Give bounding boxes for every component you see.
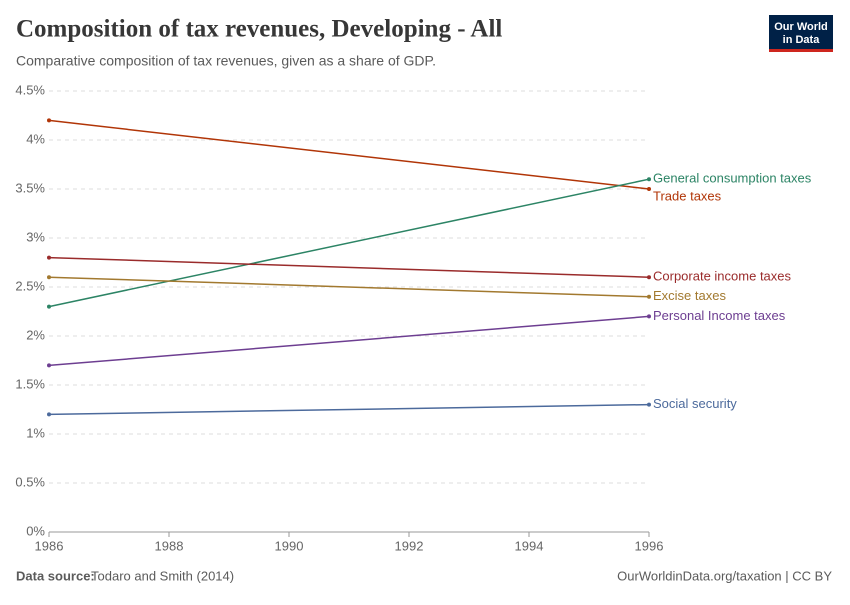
x-tick-label: 1994 — [515, 538, 544, 553]
data-point — [47, 275, 51, 280]
series-line — [48, 403, 650, 416]
legend-label: Social security — [653, 396, 737, 411]
chart-subtitle: Comparative composition of tax revenues,… — [16, 53, 436, 69]
y-tick-label: 1.5% — [15, 376, 45, 391]
legend-label: Trade taxes — [653, 189, 722, 204]
logo-text: Our World — [774, 21, 828, 33]
legend-label: Personal Income taxes — [653, 308, 786, 323]
y-tick-label: 2% — [26, 327, 45, 342]
data-point — [47, 412, 51, 417]
data-point — [647, 177, 651, 182]
y-tick-label: 4% — [26, 131, 45, 146]
series-line — [48, 276, 650, 298]
y-tick-label: 0% — [26, 523, 45, 538]
x-tick-label: 1988 — [155, 538, 184, 553]
y-tick-label: 3.5% — [15, 180, 45, 195]
y-tick-label: 2.5% — [15, 278, 45, 293]
series-line — [48, 256, 650, 278]
legend-label: Excise taxes — [653, 288, 726, 303]
data-point — [647, 402, 651, 407]
data-point — [47, 363, 51, 368]
data-point — [47, 304, 51, 309]
legend-label: General consumption taxes — [653, 171, 812, 186]
y-tick-label: 3% — [26, 229, 45, 244]
source-label: Data source: — [16, 568, 95, 583]
data-point — [647, 294, 651, 299]
chart-title: Composition of tax revenues, Developing … — [16, 16, 502, 43]
data-point — [647, 187, 651, 191]
data-point — [47, 118, 51, 123]
logo-text: in Data — [783, 34, 821, 46]
y-tick-label: 1% — [26, 425, 45, 440]
credit: OurWorldinData.org/taxation | CC BY — [617, 568, 832, 583]
y-tick-label: 0.5% — [15, 474, 45, 489]
x-tick-label: 1996 — [635, 538, 664, 553]
legend-label: Corporate income taxes — [653, 269, 792, 284]
x-tick-label: 1990 — [275, 538, 304, 553]
data-point — [47, 255, 51, 260]
series-line — [48, 119, 650, 190]
logo — [769, 15, 833, 51]
series-line — [48, 178, 650, 308]
logo-bar — [769, 49, 833, 52]
series-line — [48, 315, 650, 367]
x-tick-label: 1992 — [395, 538, 424, 553]
x-tick-label: 1986 — [35, 538, 64, 553]
source: Todaro and Smith (2014) — [91, 568, 234, 583]
data-point — [647, 275, 651, 280]
data-point — [647, 314, 651, 319]
y-tick-label: 4.5% — [15, 82, 45, 97]
